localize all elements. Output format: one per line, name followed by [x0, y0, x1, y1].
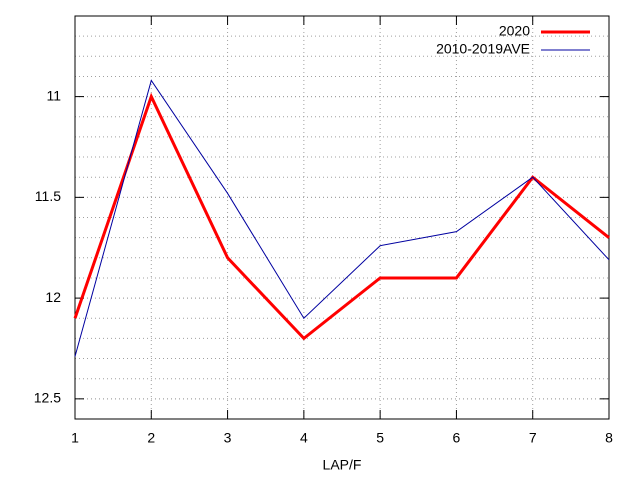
x-tick-label: 1: [71, 430, 79, 446]
y-tick-label: 12: [45, 289, 61, 305]
x-tick-label: 3: [224, 430, 232, 446]
x-tick-label: 2: [147, 430, 155, 446]
series-line: [73, 92, 610, 341]
legend-label: 2010-2019AVE: [436, 41, 530, 57]
y-tick-label: 12.5: [34, 390, 61, 406]
y-tick-label: 11: [46, 87, 61, 103]
plot-border: [74, 15, 610, 420]
x-tick-label: 6: [453, 430, 461, 446]
x-tick-label: 5: [376, 430, 384, 446]
x-tick-label: 7: [529, 430, 537, 446]
x-tick-label: 8: [605, 430, 613, 446]
x-tick-label: 4: [300, 430, 308, 446]
legend-label: 2020: [499, 23, 530, 39]
x-axis-label: LAP/F: [323, 457, 362, 473]
series-line: [74, 79, 610, 357]
y-tick-label: 11.5: [35, 188, 61, 204]
